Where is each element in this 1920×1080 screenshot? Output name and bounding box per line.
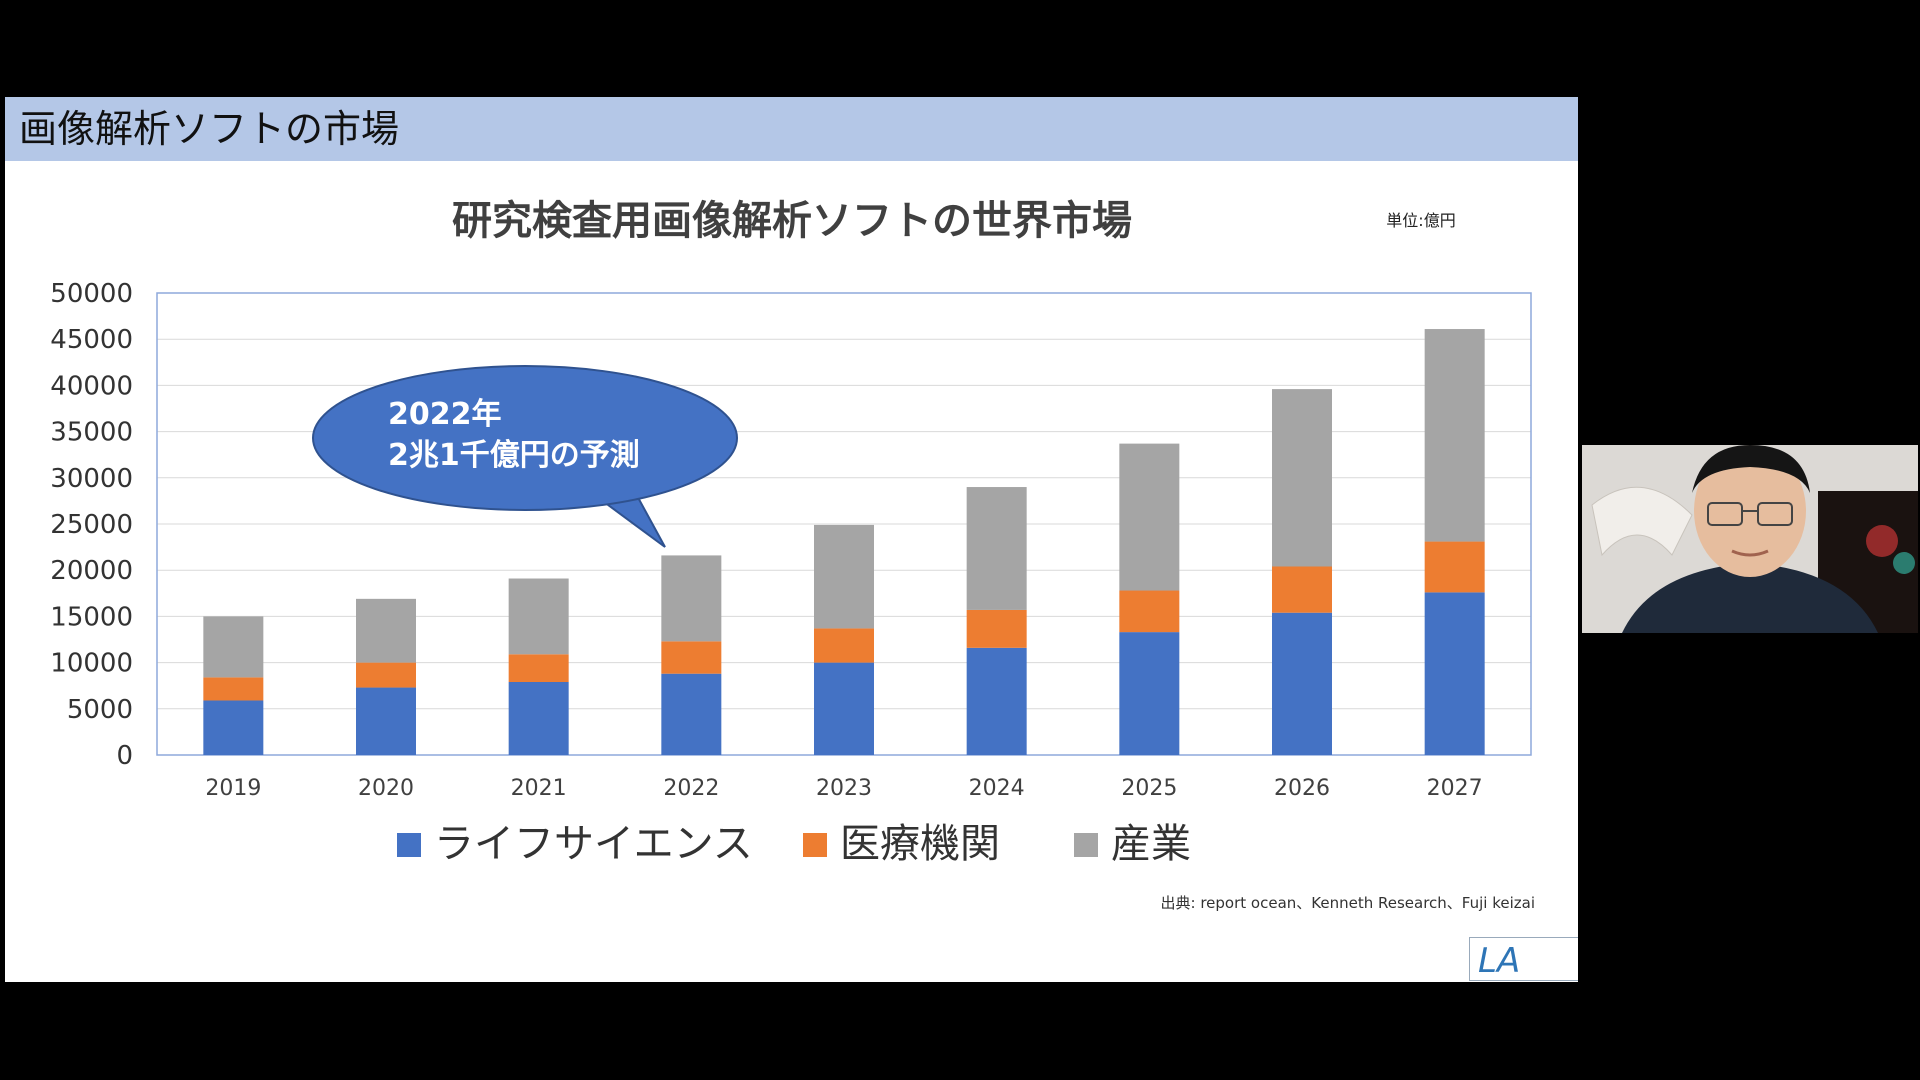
- bar-segment-2023-s1: [814, 628, 874, 663]
- chart: 研究検査用画像解析ソフトの世界市場 単位:億円 0 5000 10000 15000 2…: [50, 198, 1535, 912]
- bar-segment-2021-s2: [508, 578, 569, 655]
- bar-segment-2027-s0: [1424, 592, 1485, 755]
- bar-segment-2023-s2: [814, 524, 874, 629]
- bar-segment-2021-s0: [508, 682, 569, 755]
- participant-image: [1582, 445, 1918, 633]
- chart-title: 研究検査用画像解析ソフトの世界市場: [452, 198, 1132, 244]
- bar-segment-2024-s2: [966, 487, 1027, 610]
- bar-segment-2025-s0: [1119, 632, 1180, 755]
- y-tick-label: 5000: [67, 695, 133, 725]
- legend-swatch: [803, 833, 827, 857]
- participant-video: [1582, 445, 1918, 633]
- y-tick-label: 50000: [50, 279, 133, 309]
- x-tick-label: 2027: [1427, 776, 1483, 801]
- y-tick-label: 40000: [50, 371, 133, 401]
- y-tick-label: 25000: [50, 510, 133, 540]
- y-tick-label: 10000: [50, 649, 133, 679]
- bar-segment-2026-s0: [1272, 612, 1332, 755]
- bar-segment-2026-s2: [1272, 389, 1332, 567]
- y-tick-label: 30000: [50, 464, 133, 494]
- bar-segment-2027-s2: [1424, 329, 1485, 542]
- bar-segment-2024-s0: [966, 647, 1027, 755]
- legend-label: 医療機関: [840, 821, 1000, 867]
- slide-header-bar: 画像解析ソフトの市場: [5, 97, 1578, 161]
- bar-segment-2025-s1: [1119, 590, 1180, 633]
- x-axis-ticks: 2019 2020 2021 2022 2023 2024 2025 2026 2027: [205, 776, 1482, 801]
- logo-text: LA: [1478, 941, 1520, 980]
- bar-segment-2019-s1: [203, 677, 264, 701]
- bar-segment-2022-s0: [661, 673, 722, 755]
- bar-segment-2020-s2: [356, 598, 416, 663]
- bar-segment-2027-s1: [1424, 541, 1485, 593]
- x-tick-label: 2024: [969, 776, 1025, 801]
- unit-label: 単位:億円: [1386, 211, 1455, 230]
- bar-segment-2020-s0: [356, 687, 416, 755]
- bar-segment-2021-s1: [508, 654, 569, 683]
- y-tick-label: 45000: [50, 325, 133, 355]
- bar-segment-2025-s2: [1119, 443, 1180, 591]
- slide-title: 画像解析ソフトの市場: [19, 107, 400, 151]
- y-tick-label: 0: [116, 741, 133, 771]
- legend-swatch: [1074, 833, 1098, 857]
- x-tick-label: 2022: [663, 776, 719, 801]
- bar-segment-2022-s1: [661, 641, 722, 674]
- legend: ライフサイエンス 医療機関 産業: [397, 821, 1191, 867]
- callout-line-1: 2022年: [388, 397, 502, 432]
- bar-segment-2026-s1: [1272, 566, 1332, 613]
- x-tick-label: 2023: [816, 776, 872, 801]
- x-tick-label: 2021: [511, 776, 567, 801]
- presentation-slide: 画像解析ソフトの市場 研究検査用画像解析ソフトの世界市場 単位:億円 0 5000…: [5, 97, 1578, 982]
- legend-label: ライフサイエンス: [434, 821, 753, 867]
- callout-line-2: 2兆1千億円の予測: [388, 438, 640, 473]
- bar-segment-2019-s0: [203, 700, 264, 755]
- x-tick-label: 2025: [1121, 776, 1177, 801]
- bars: [203, 329, 1485, 755]
- source-note: 出典: report ocean、Kenneth Research、Fuji k…: [1161, 894, 1535, 912]
- bar-segment-2023-s0: [814, 662, 874, 755]
- legend-label: 産業: [1111, 821, 1191, 867]
- company-logo: LA: [1469, 937, 1578, 981]
- legend-swatch: [397, 833, 421, 857]
- x-tick-label: 2020: [358, 776, 414, 801]
- x-tick-label: 2019: [205, 776, 261, 801]
- bar-segment-2020-s1: [356, 662, 416, 688]
- y-tick-label: 15000: [50, 602, 133, 632]
- x-tick-label: 2026: [1274, 776, 1330, 801]
- y-tick-label: 20000: [50, 556, 133, 586]
- callout-bubble: 2022年 2兆1千億円の予測: [312, 365, 738, 548]
- bar-segment-2022-s2: [661, 555, 722, 642]
- bar-segment-2024-s1: [966, 609, 1027, 648]
- y-axis-ticks: 0 5000 10000 15000 20000 25000 30000 35000 40000…: [50, 279, 133, 771]
- bar-segment-2019-s2: [203, 616, 264, 678]
- y-tick-label: 35000: [50, 418, 133, 448]
